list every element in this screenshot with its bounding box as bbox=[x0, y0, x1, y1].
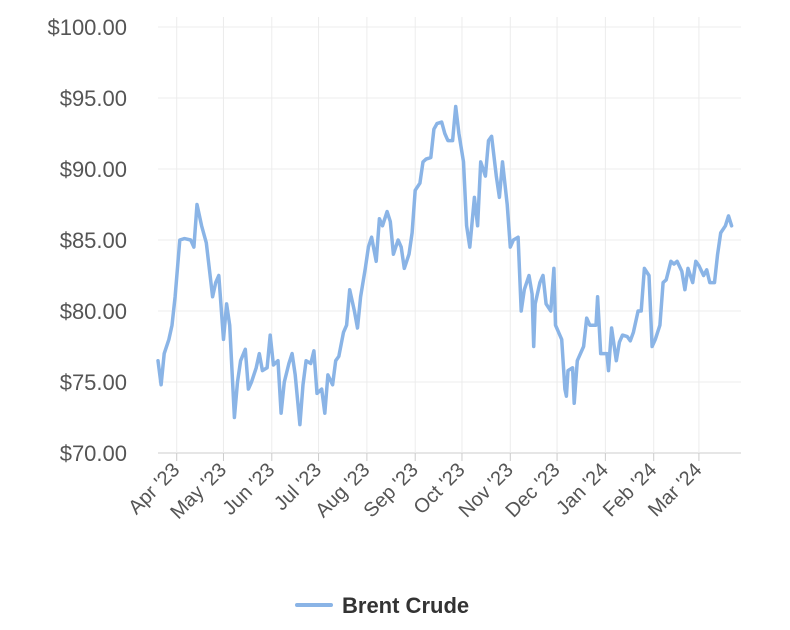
y-tick-label: $85.00 bbox=[60, 228, 127, 253]
y-tick-label: $100.00 bbox=[47, 15, 127, 40]
series-line-brent-crude bbox=[156, 104, 734, 427]
plot-area bbox=[156, 104, 734, 427]
y-tick-label: $95.00 bbox=[60, 86, 127, 111]
y-tick-label: $70.00 bbox=[60, 441, 127, 466]
x-tick-label: Sep '23 bbox=[360, 459, 423, 522]
y-tick-label: $75.00 bbox=[60, 370, 127, 395]
chart-grid bbox=[158, 17, 741, 454]
y-tick-label: $80.00 bbox=[60, 299, 127, 324]
series-points bbox=[157, 105, 734, 426]
legend-label: Brent Crude bbox=[342, 593, 469, 618]
legend[interactable]: Brent Crude bbox=[295, 593, 469, 618]
x-tick-label: Jun '23 bbox=[219, 459, 280, 520]
y-axis: $70.00 $75.00 $80.00 $85.00 $90.00 $95.00 $100… bbox=[47, 15, 127, 466]
y-tick-label: $90.00 bbox=[60, 157, 127, 182]
